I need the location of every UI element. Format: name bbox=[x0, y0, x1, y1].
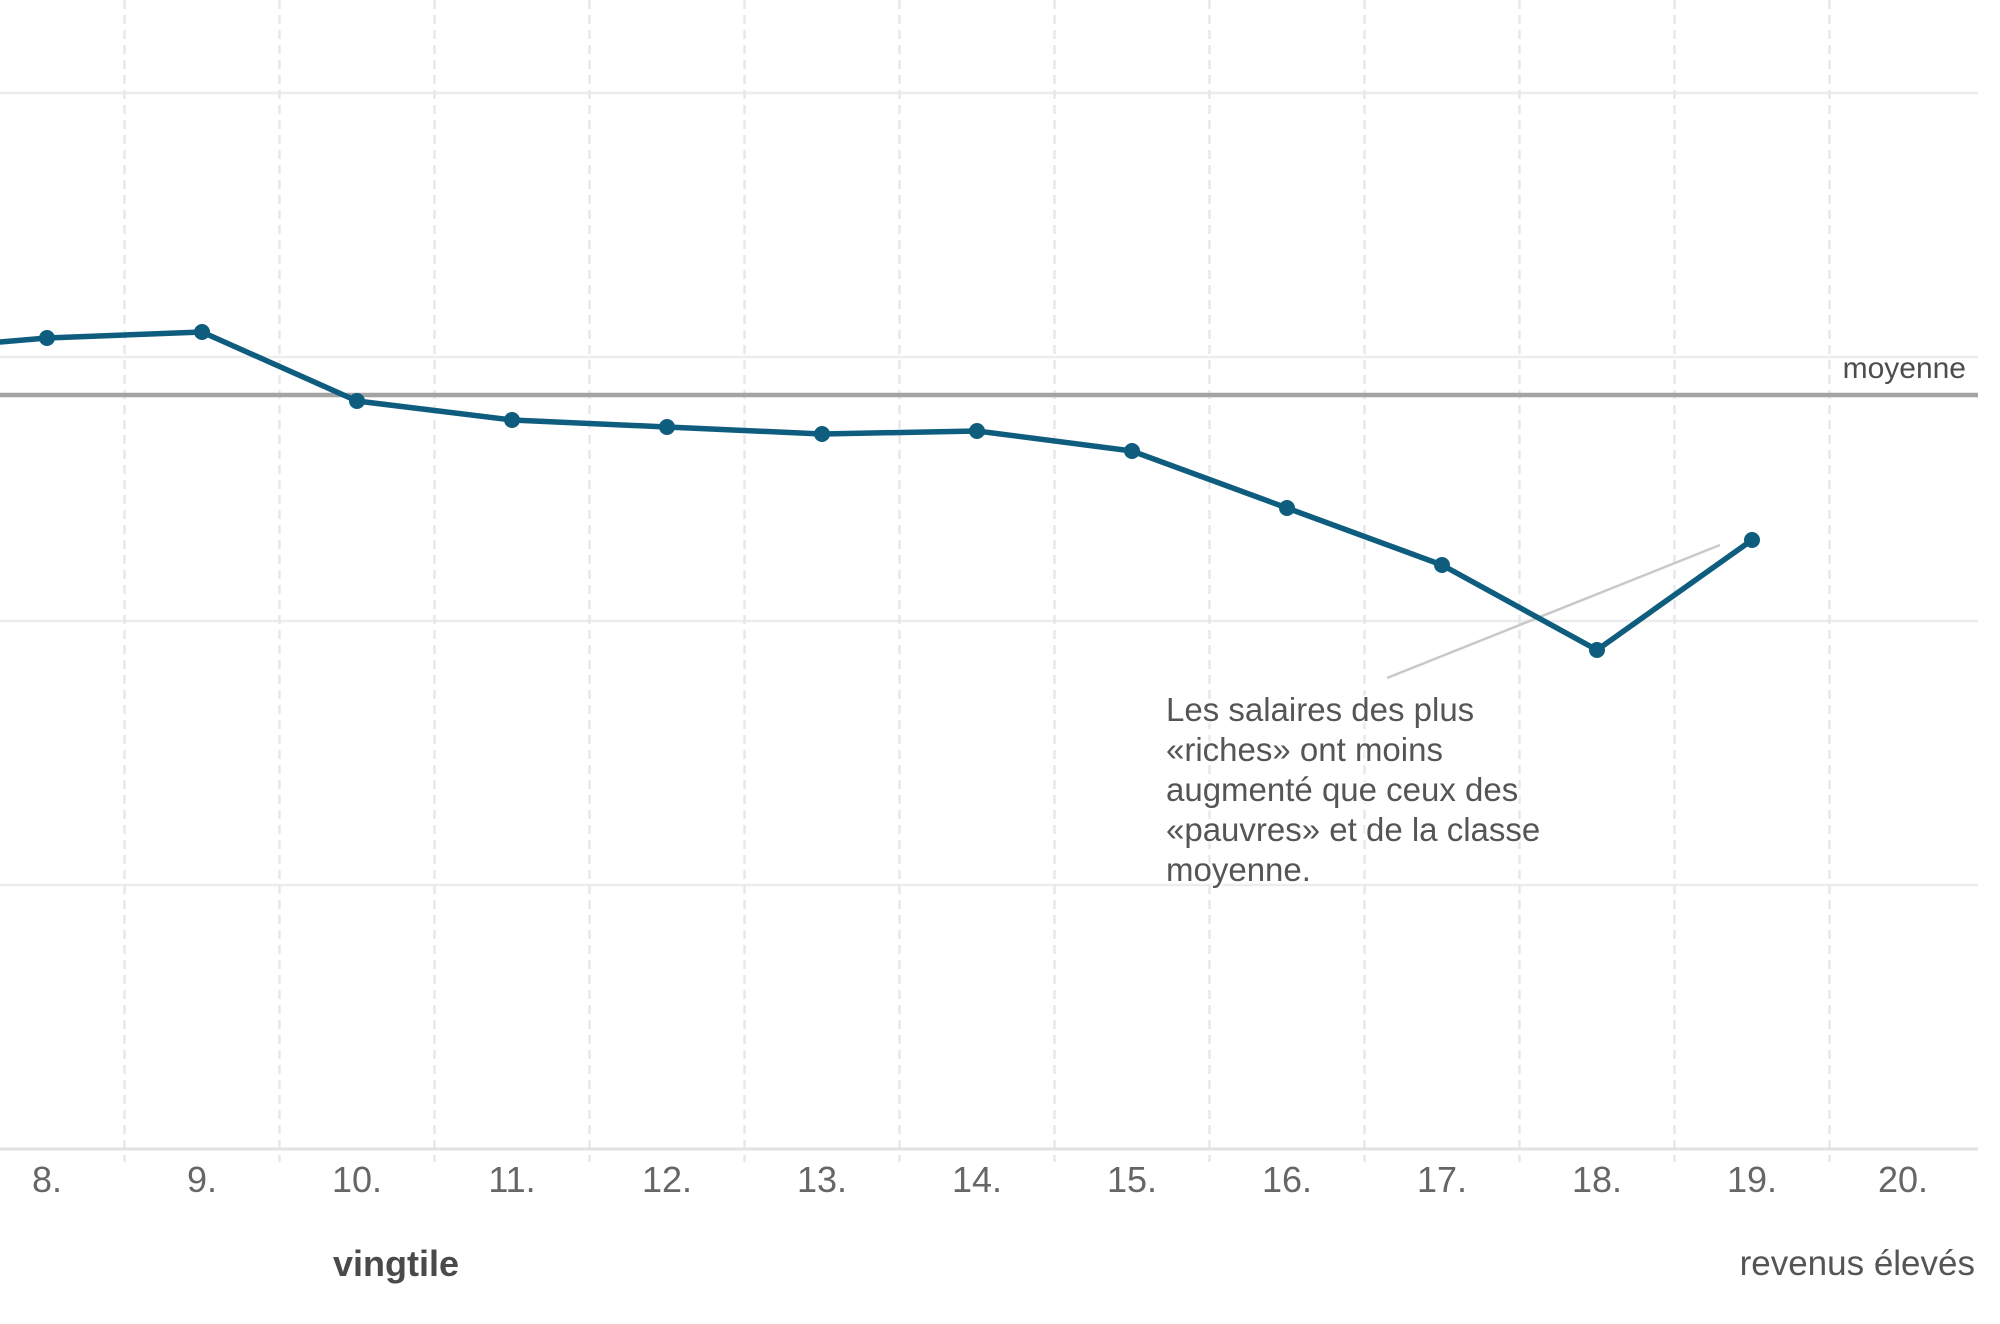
x-tick-label: 15. bbox=[1106, 1159, 1158, 1200]
data-point-marker[interactable] bbox=[814, 426, 830, 442]
x-axis-caption-high-incomes: revenus élevés bbox=[1739, 1244, 1975, 1283]
series-line bbox=[0, 329, 1755, 653]
x-tick-label: 12. bbox=[641, 1159, 693, 1200]
x-tick-label: 14. bbox=[951, 1159, 1003, 1200]
x-tick-label: 8. bbox=[31, 1159, 63, 1200]
annotation-leader-line bbox=[1386, 543, 1721, 680]
x-tick-label: 17. bbox=[1416, 1159, 1468, 1200]
data-point-marker[interactable] bbox=[969, 423, 985, 439]
x-tick-label: 20. bbox=[1877, 1159, 1929, 1200]
x-tick-label: 10. bbox=[331, 1159, 383, 1200]
x-tick-label: 16. bbox=[1261, 1159, 1313, 1200]
data-point-marker[interactable] bbox=[1279, 500, 1295, 516]
x-axis-title: vingtile bbox=[332, 1243, 460, 1284]
data-point-marker[interactable] bbox=[659, 419, 675, 435]
x-tick-label: 11. bbox=[488, 1159, 536, 1200]
data-point-marker[interactable] bbox=[194, 324, 210, 340]
x-tick-label: 19. bbox=[1726, 1159, 1778, 1200]
reference-line-label: moyenne bbox=[1842, 352, 1966, 385]
x-tick-label: 13. bbox=[796, 1159, 848, 1200]
chart-annotation: Les salaires des plus «riches» ont moins… bbox=[1166, 691, 1541, 888]
x-tick-label: 9. bbox=[186, 1159, 218, 1200]
data-point-marker[interactable] bbox=[1124, 443, 1140, 459]
data-point-marker[interactable] bbox=[349, 393, 365, 409]
x-tick-label: 18. bbox=[1571, 1159, 1623, 1200]
data-point-marker[interactable] bbox=[39, 330, 55, 346]
data-point-marker[interactable] bbox=[1589, 642, 1605, 658]
data-point-marker[interactable] bbox=[504, 412, 520, 428]
data-point-marker[interactable] bbox=[1434, 557, 1450, 573]
data-point-marker[interactable] bbox=[1744, 532, 1760, 548]
